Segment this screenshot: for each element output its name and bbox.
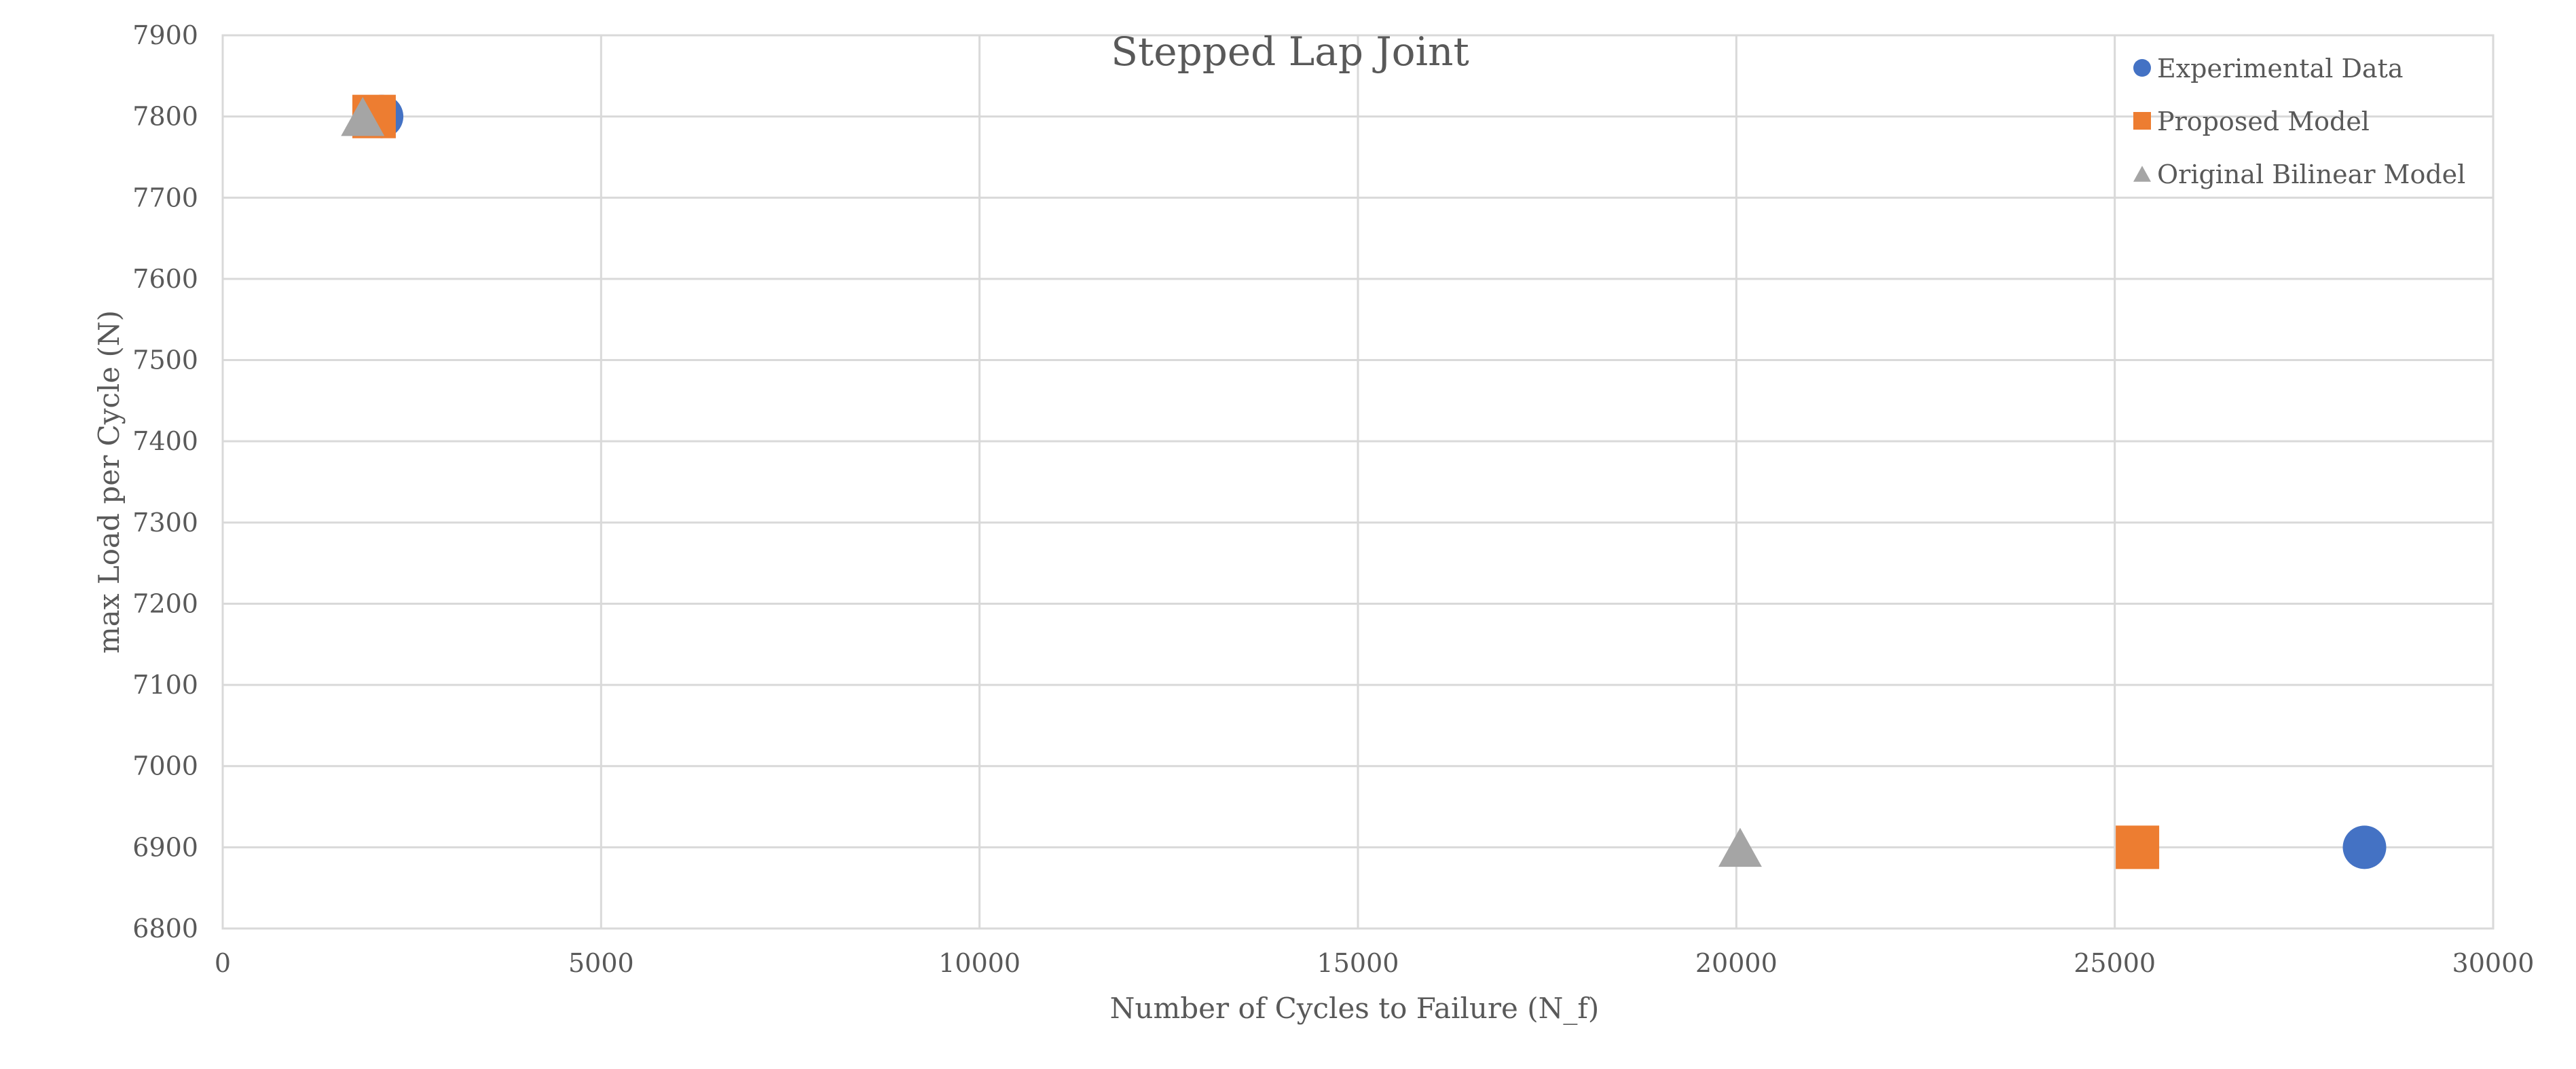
legend: Experimental Data Proposed Model Original … xyxy=(2133,54,2465,189)
legend-original-bilinear-model-marker xyxy=(2133,166,2151,182)
legend-proposed-model-label: Proposed Model xyxy=(2157,107,2370,136)
y-tick-label: 7100 xyxy=(132,670,198,700)
y-tick-label: 7400 xyxy=(132,426,198,456)
y-tick-label: 7900 xyxy=(132,20,198,50)
y-axis-title: max Load per Cycle (N) xyxy=(92,310,126,654)
legend-proposed-model-marker xyxy=(2133,112,2151,130)
x-tick-label: 10000 xyxy=(938,948,1020,978)
x-tick-label: 30000 xyxy=(2452,948,2535,978)
legend-experimental-data-marker xyxy=(2133,59,2151,77)
x-axis-ticks: 0 5000 10000 15000 20000 25000 30000 xyxy=(215,948,2535,978)
proposed-model-point xyxy=(2116,825,2160,869)
y-tick-label: 7700 xyxy=(132,183,198,212)
grid-lines xyxy=(221,34,2495,930)
experimental-data-point xyxy=(2342,825,2387,869)
y-tick-label: 7500 xyxy=(132,345,198,375)
y-tick-label: 6800 xyxy=(132,914,198,943)
x-tick-label: 15000 xyxy=(1317,948,1399,978)
y-tick-label: 7000 xyxy=(132,751,198,781)
y-tick-label: 7600 xyxy=(132,264,198,294)
legend-experimental-data-label: Experimental Data xyxy=(2157,54,2404,83)
chart-title: Stepped Lap Joint xyxy=(1111,29,1469,75)
x-tick-label: 20000 xyxy=(1695,948,1778,978)
x-tick-label: 5000 xyxy=(568,948,634,978)
y-tick-label: 7300 xyxy=(132,508,198,538)
plot-area-border xyxy=(221,34,2495,930)
x-tick-label: 0 xyxy=(215,948,231,978)
legend-original-bilinear-model-label: Original Bilinear Model xyxy=(2157,160,2465,189)
x-axis-title: Number of Cycles to Failure (N_f) xyxy=(1110,992,1600,1025)
data-points xyxy=(341,94,2387,869)
original-bilinear-model-point xyxy=(1718,827,1762,867)
y-tick-label: 6900 xyxy=(132,832,198,862)
original-bilinear-model-point xyxy=(341,96,385,136)
y-tick-label: 7200 xyxy=(132,588,198,618)
y-axis-ticks: 6800 6900 7000 7100 7200 7300 7400 7500 7600 7700… xyxy=(132,20,198,943)
x-tick-label: 25000 xyxy=(2074,948,2156,978)
y-tick-label: 7800 xyxy=(132,102,198,132)
